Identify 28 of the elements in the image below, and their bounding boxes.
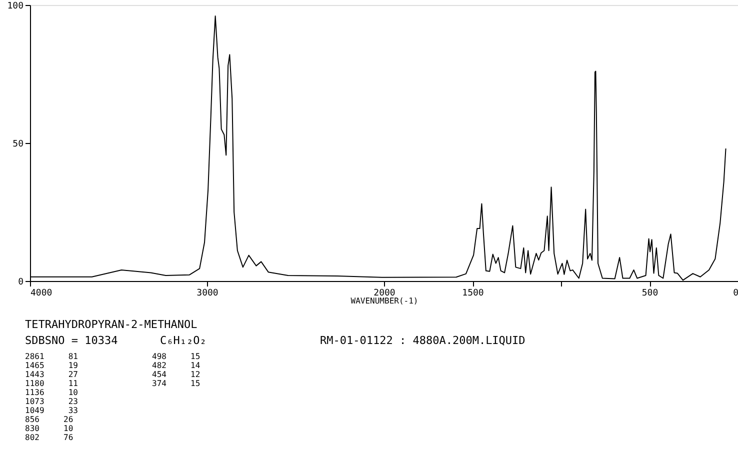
y-tick-label: 100 <box>7 2 24 12</box>
x-tick-label: 2000 <box>374 288 396 298</box>
y-tick-label: 0 <box>18 278 24 288</box>
y-tick-label: 50 <box>12 140 24 150</box>
x-tick-label: 3000 <box>196 288 218 298</box>
text: 802 76 <box>25 433 74 442</box>
text: 374 15 <box>152 379 200 388</box>
x-tick-label: 4000 <box>30 288 52 298</box>
text: 1465 19 <box>25 361 78 370</box>
text: SDBSNO = 10334 <box>25 334 118 347</box>
text: 856 26 <box>25 415 74 424</box>
x-tick-label: 1500 <box>462 288 484 298</box>
text: TETRAHYDROPYRAN-2-METHANOL <box>25 318 198 331</box>
text: 1049 33 <box>25 406 78 415</box>
text: 1443 27 <box>25 370 78 379</box>
text: 1136 10 <box>25 388 78 397</box>
text: 1180 11 <box>25 379 78 388</box>
text: 2861 81 <box>25 352 78 361</box>
text: 482 14 <box>152 361 200 370</box>
text: 454 12 <box>152 370 200 379</box>
text: C₆H₁₂O₂ <box>160 334 206 347</box>
text: 830 10 <box>25 424 74 433</box>
text: 1073 23 <box>25 397 78 406</box>
text: 498 15 <box>152 352 200 361</box>
x-axis-title: WAVENUMBER(-1) <box>350 296 418 306</box>
text: RM-01-01122 : 4880A.200M.LIQUID <box>320 334 526 347</box>
x-tick-label: 0 <box>733 288 738 298</box>
x-tick-label: 500 <box>642 288 658 298</box>
